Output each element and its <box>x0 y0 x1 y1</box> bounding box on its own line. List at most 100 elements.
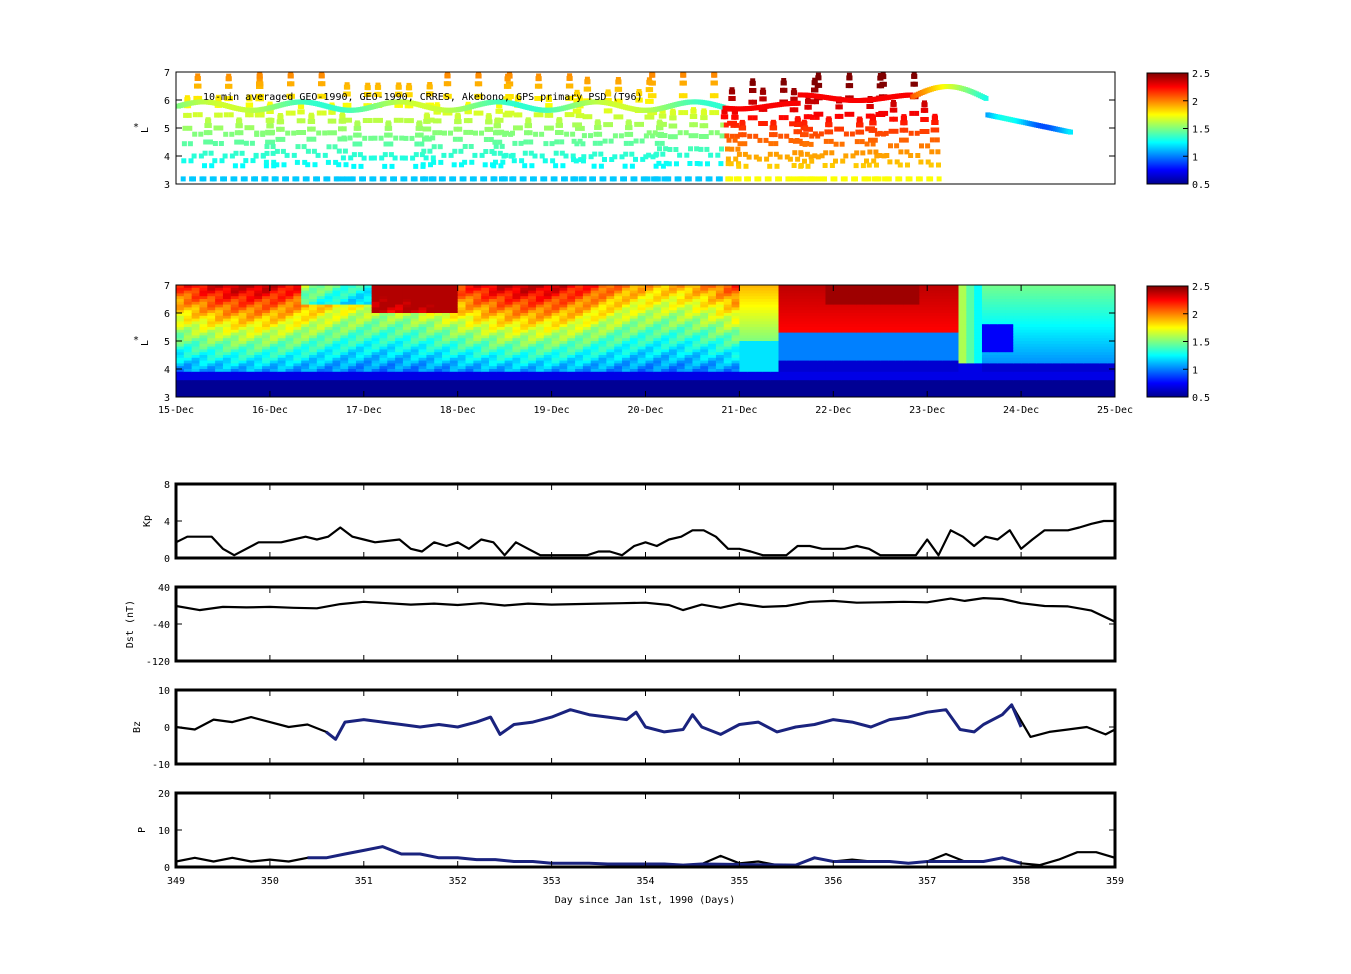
model-cell <box>590 355 600 359</box>
model-cell <box>551 383 561 387</box>
obs-cell <box>720 122 726 128</box>
model-cell <box>668 301 678 306</box>
model-cell <box>457 321 467 325</box>
obs-cell <box>195 76 201 81</box>
obs-cell <box>761 89 767 95</box>
model-cell <box>551 369 561 373</box>
model-cell <box>207 377 216 381</box>
obs-cell <box>571 157 576 163</box>
model-cell <box>481 301 490 306</box>
model-cell <box>340 335 349 339</box>
obs-cell <box>478 110 484 116</box>
model-cell <box>176 380 185 384</box>
model-cell <box>176 304 185 308</box>
model-cell <box>246 313 255 317</box>
model-cell <box>700 338 709 342</box>
model-cell <box>285 371 294 376</box>
model-cell <box>520 304 529 308</box>
model-cell <box>629 363 639 367</box>
model-cell <box>747 321 756 325</box>
model-cell <box>653 293 662 297</box>
model-cell <box>426 374 435 378</box>
model-cell <box>324 366 334 370</box>
model-cell <box>293 391 302 395</box>
model-cell <box>582 315 592 320</box>
model-cell <box>653 385 662 390</box>
model-cell <box>215 293 224 297</box>
model-cell <box>332 355 341 359</box>
model-cell <box>622 357 631 362</box>
model-cell <box>402 346 412 350</box>
obs-cell <box>719 146 724 152</box>
model-cell <box>489 374 498 378</box>
model-cell <box>645 301 654 306</box>
model-cell <box>473 352 482 356</box>
model-cell <box>520 329 529 334</box>
obs-cell <box>234 130 240 136</box>
model-cell <box>379 366 388 370</box>
model-cell <box>590 357 600 362</box>
model-cell <box>426 321 435 325</box>
model-cell <box>755 338 764 342</box>
model-cell <box>207 343 216 348</box>
model-cell <box>731 335 741 339</box>
obs-cell <box>348 155 354 161</box>
model-cell <box>176 369 185 373</box>
model-cell <box>770 366 780 370</box>
model-cell <box>199 341 208 345</box>
model-cell <box>387 385 396 390</box>
model-cell <box>535 346 545 350</box>
obs-cell <box>341 135 347 141</box>
model-cell <box>684 343 694 348</box>
model-cell <box>708 371 717 376</box>
model-cell <box>191 301 201 306</box>
model-cell <box>551 360 561 364</box>
model-cell <box>309 299 318 303</box>
model-cell <box>426 338 435 342</box>
model-cell <box>395 335 404 339</box>
model-cell <box>700 332 709 336</box>
model-cell <box>528 315 537 320</box>
obs-cell <box>448 130 453 136</box>
model-cell <box>465 327 474 331</box>
model-cell <box>559 304 568 308</box>
model-cell <box>285 332 294 336</box>
obs-cell <box>789 121 795 127</box>
obs-cell <box>441 152 447 158</box>
model-cell <box>387 310 396 314</box>
model-cell <box>395 360 404 364</box>
obs-cell <box>774 163 780 169</box>
model-cell <box>277 313 287 317</box>
model-cell <box>434 366 443 370</box>
model-cell <box>512 369 521 373</box>
obs-cell <box>735 176 741 182</box>
model-cell <box>230 313 240 317</box>
obs-cell <box>802 158 807 164</box>
obs-cell <box>290 110 296 116</box>
model-cell <box>582 301 592 306</box>
obs-cell <box>211 176 217 182</box>
model-cell <box>676 327 686 331</box>
model-cell <box>739 374 748 378</box>
obs-cell <box>692 114 698 119</box>
model-cell <box>731 315 741 320</box>
model-cell <box>520 332 529 336</box>
model-cell <box>559 391 568 395</box>
obs-cell <box>719 133 725 139</box>
obs-cell <box>452 148 458 154</box>
model-cell <box>176 357 185 362</box>
obs-cell <box>479 152 485 158</box>
model-cell <box>653 343 662 348</box>
obs-cell <box>858 122 864 128</box>
obs-cell <box>796 122 802 127</box>
model-cell <box>668 360 678 364</box>
model-cell <box>332 324 341 328</box>
obs-cell <box>331 130 337 136</box>
obs-cell <box>342 148 348 154</box>
model-cell <box>629 290 639 294</box>
model-cell <box>715 343 725 348</box>
model-cell <box>355 310 365 314</box>
model-cell <box>629 369 639 373</box>
obs-cell <box>496 130 502 136</box>
model-cell <box>637 377 647 381</box>
